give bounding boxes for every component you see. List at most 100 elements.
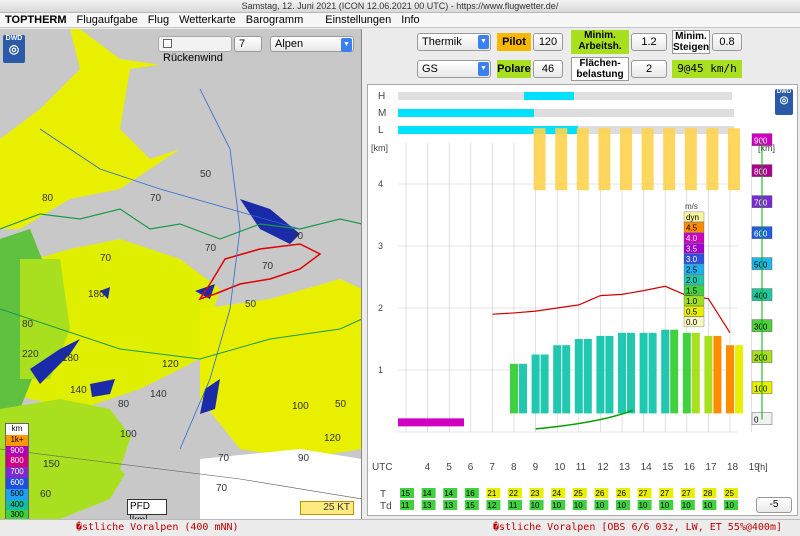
t-value: 21 xyxy=(487,489,496,498)
map-label: 70 xyxy=(150,193,162,204)
menu-item-einstellungen[interactable]: Einstellungen xyxy=(325,14,392,26)
map-label: 70 xyxy=(205,243,217,254)
river xyxy=(179,88,241,450)
pfd-button[interactable]: PFD km xyxy=(127,499,167,519)
map-label: 70 xyxy=(100,253,112,264)
scale-label: 300 xyxy=(754,323,768,332)
td-cell xyxy=(529,500,544,510)
cloud-column xyxy=(576,128,589,191)
no-thermal-area xyxy=(200,139,361,289)
map-label: 80 xyxy=(118,399,130,410)
ms-legend-swatch xyxy=(683,285,705,296)
status-left: �stliche Voralpen (400 mNN) xyxy=(76,522,239,533)
km-button[interactable]: km xyxy=(130,514,148,519)
thermal-bar xyxy=(726,345,734,414)
scale-label: 700 xyxy=(754,199,768,208)
ms-legend-swatch xyxy=(683,264,705,275)
thermal-bar xyxy=(735,345,743,414)
ms-legend-swatch xyxy=(683,274,705,286)
scale-unit: [km] xyxy=(758,143,775,153)
menu-item-barogramm[interactable]: Barogramm xyxy=(245,14,304,26)
map-label: 50 xyxy=(200,169,212,180)
region-select[interactable]: Alpen ▼ xyxy=(270,36,354,52)
t-value: 14 xyxy=(423,489,432,498)
menu-item-toptherm[interactable]: TOPTHERM xyxy=(5,14,67,26)
t-cell xyxy=(508,488,522,498)
td-value: 11 xyxy=(401,501,410,510)
t-value: 25 xyxy=(574,489,583,498)
td-value: 10 xyxy=(595,501,604,510)
thermal-bar xyxy=(562,345,571,414)
legend-item: 500 xyxy=(6,488,28,500)
td-cell xyxy=(724,500,738,510)
t-cell xyxy=(637,488,652,498)
ms-legend-label: 2.5 xyxy=(686,265,698,274)
selected-region-outline[interactable] xyxy=(198,243,322,301)
dwd-logo: DWD ◎ xyxy=(3,35,25,63)
ms-legend-label: 1.0 xyxy=(686,297,698,306)
river xyxy=(39,128,301,230)
td-cell xyxy=(486,500,501,510)
x-tick-label: 17 xyxy=(705,462,717,473)
cloud-row-label: H xyxy=(378,91,385,102)
thermal-bar xyxy=(691,332,700,414)
forecast-type-select[interactable]: Thermik ▼ xyxy=(417,33,491,51)
polar-field[interactable]: 46 xyxy=(533,60,563,78)
menu-item-flug[interactable]: Flug xyxy=(147,14,170,26)
menu-item-flugaufgabe[interactable]: Flugaufgabe xyxy=(76,14,138,26)
menu-item-wetterkarte[interactable]: Wetterkarte xyxy=(179,14,236,26)
wing-loading-field[interactable]: 2 xyxy=(631,60,667,78)
thermal-forecast-plot[interactable]: H M L [km] 1 2 3 4 UTC 4 5 6 7 8 9 10 11 12 13 14 15 16 17 18 19… xyxy=(367,84,798,516)
pilot-weight-field[interactable]: 120 xyxy=(533,33,563,51)
thermal-bar xyxy=(519,363,527,414)
tailwind-value-select[interactable]: 7 xyxy=(234,36,262,52)
x-tick-label: 18 xyxy=(727,462,739,473)
thermal-bar xyxy=(639,332,648,414)
t-value: 27 xyxy=(682,489,691,498)
y-tick-label: 4 xyxy=(378,179,383,189)
surface-curve xyxy=(535,409,634,430)
x-tick-label: 10 xyxy=(554,462,566,473)
thermal-bar xyxy=(704,335,713,414)
lake xyxy=(90,379,115,397)
cloud-row-label: M xyxy=(378,108,386,119)
menu-item-info[interactable]: Info xyxy=(401,14,420,26)
x-tick-label: 15 xyxy=(662,462,674,473)
lake xyxy=(30,339,80,384)
map-panel[interactable]: 50 80 70 70 180 50 70 80 70 220 180 140 140 120 80 150 1… xyxy=(0,29,362,519)
min-work-height-field[interactable]: 1.2 xyxy=(631,33,667,51)
thermal-bar xyxy=(670,329,679,414)
td-cell xyxy=(659,500,674,510)
no-thermal-area xyxy=(120,59,240,159)
polar-label: Polare xyxy=(497,60,531,78)
map-label: 100 xyxy=(292,401,309,412)
glider-select[interactable]: GS ▼ xyxy=(417,60,491,78)
terrain-map[interactable]: 50 80 70 70 180 50 70 80 70 220 180 140 140 120 80 150 1… xyxy=(0,29,362,519)
td-cell xyxy=(443,500,458,510)
td-value: 13 xyxy=(423,501,432,510)
min-climb-field[interactable]: 0.8 xyxy=(712,33,742,51)
td-row-label: Td xyxy=(380,501,392,512)
map-label: 140 xyxy=(150,389,167,400)
cloud-row-label: L xyxy=(378,125,384,136)
thermal-area-lightgreen xyxy=(20,259,70,379)
thermal-bar xyxy=(682,332,691,414)
tailwind-checkbox[interactable]: Rückenwind xyxy=(158,36,232,64)
border-line xyxy=(0,208,361,240)
td-cell xyxy=(572,500,587,510)
checkbox-box[interactable] xyxy=(163,39,172,48)
scale-label: 800 xyxy=(754,168,768,177)
ms-legend-swatch xyxy=(683,211,705,223)
cloud-column xyxy=(598,128,611,191)
ground-bar xyxy=(398,418,464,427)
thermal-bar xyxy=(661,329,670,414)
td-value: 13 xyxy=(444,501,453,510)
time-offset-spinner[interactable]: -5 xyxy=(756,497,792,513)
map-label: 70 xyxy=(262,261,274,272)
td-cell xyxy=(702,500,717,510)
t-cell xyxy=(680,488,695,498)
td-value: 15 xyxy=(466,501,475,510)
scale-label: 200 xyxy=(754,354,768,363)
cloud-bar xyxy=(398,109,534,117)
